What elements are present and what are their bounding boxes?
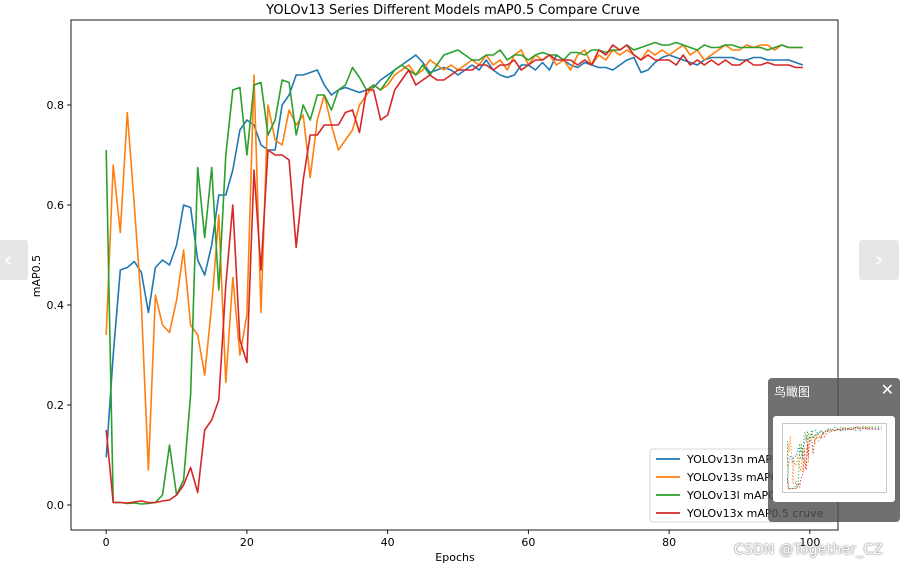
x-axis: 0 20 40 60 80 100 bbox=[103, 530, 820, 549]
minimap-thumbnail[interactable] bbox=[773, 416, 895, 502]
x-tick-label: 40 bbox=[381, 536, 395, 549]
x-tick-label: 100 bbox=[799, 536, 820, 549]
close-icon[interactable]: ✕ bbox=[880, 380, 894, 399]
y-tick-label: 0.0 bbox=[47, 499, 65, 512]
series-line-2 bbox=[105, 44, 803, 471]
minimap-title: 鸟瞰图 bbox=[774, 385, 811, 399]
y-tick-label: 0.4 bbox=[47, 299, 65, 312]
plot-area-frame bbox=[70, 19, 839, 531]
chevron-right-icon: › bbox=[874, 247, 884, 273]
chevron-left-icon: ‹ bbox=[3, 247, 13, 273]
minimap-series-3 bbox=[786, 426, 882, 490]
series-line-1 bbox=[105, 54, 804, 458]
x-tick-label: 0 bbox=[103, 536, 110, 549]
minimap-frame bbox=[782, 423, 887, 493]
y-axis-label: mAP0.5 bbox=[30, 255, 43, 297]
minimap-panel: 鸟瞰图 ✕ bbox=[768, 378, 900, 522]
minimap-series-4 bbox=[786, 426, 882, 490]
next-image-button[interactable]: › bbox=[859, 240, 899, 280]
minimap-series-1 bbox=[786, 427, 882, 483]
minimap-chart bbox=[782, 423, 887, 493]
y-tick-label: 0.2 bbox=[47, 399, 65, 412]
series-lines bbox=[105, 41, 804, 505]
x-tick-label: 20 bbox=[240, 536, 254, 549]
x-axis-label: Epochs bbox=[435, 551, 475, 564]
watermark: CSDN @Together_CZ bbox=[734, 542, 884, 558]
series-line-3 bbox=[105, 41, 803, 505]
previous-image-button[interactable]: ‹ bbox=[0, 240, 28, 280]
y-axis: 0.0 0.2 0.4 0.6 0.8 bbox=[47, 99, 71, 512]
y-tick-label: 0.6 bbox=[47, 199, 65, 212]
chart-title: YOLOv13 Series Different Models mAP0.5 C… bbox=[265, 3, 640, 18]
x-tick-label: 60 bbox=[521, 536, 535, 549]
x-tick-label: 80 bbox=[662, 536, 676, 549]
series-line-4 bbox=[105, 44, 803, 504]
y-tick-label: 0.8 bbox=[47, 99, 65, 112]
